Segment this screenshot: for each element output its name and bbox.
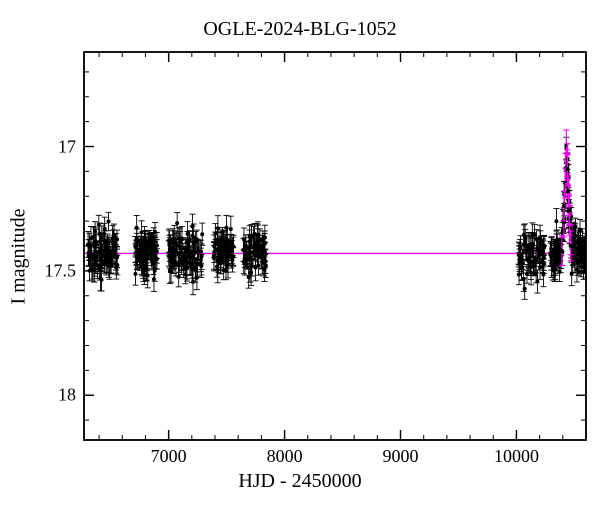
y-tick-label: 17.5 (36, 260, 76, 281)
x-tick-label: 7000 (151, 446, 187, 467)
x-tick-label: 10000 (494, 446, 539, 467)
plot-area (0, 0, 600, 512)
chart-title: OGLE-2024-BLG-1052 (0, 18, 600, 41)
lightcurve-figure: OGLE-2024-BLG-1052 I magnitude HJD - 245… (0, 0, 600, 512)
y-axis-label: I magnitude (8, 0, 30, 512)
x-tick-label: 9000 (383, 446, 419, 467)
y-tick-label: 17 (36, 136, 76, 157)
y-tick-label: 18 (36, 385, 76, 406)
x-axis-label: HJD - 2450000 (0, 470, 600, 493)
x-tick-label: 8000 (267, 446, 303, 467)
